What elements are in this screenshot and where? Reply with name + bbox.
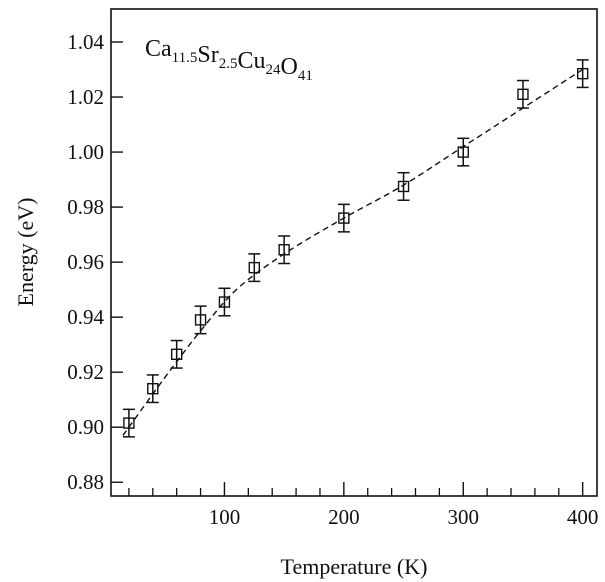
data-point: [516, 79, 529, 109]
compound-formula-label: Ca11.5Sr2.5Cu24O41: [145, 36, 313, 84]
square-marker: [278, 244, 290, 256]
data-point: [218, 287, 231, 317]
y-ticks: 0.88 0.90 0.92 0.94 0.96 0.98 1.00 1.02 1.04: [67, 30, 123, 494]
data-point: [457, 137, 470, 167]
data-point: [146, 374, 159, 404]
x-tick-label: 100: [209, 505, 241, 529]
data-point: [170, 339, 183, 369]
formula-element: Cu: [237, 48, 265, 74]
y-tick-label: 1.00: [67, 140, 104, 164]
square-marker: [147, 382, 159, 395]
y-axis-title: Energy (eV): [13, 198, 38, 307]
data-point: [337, 203, 350, 233]
formula-subscript: 41: [298, 68, 313, 84]
formula-subscript: 2.5: [219, 56, 238, 72]
square-marker: [576, 67, 589, 80]
square-marker: [517, 88, 529, 100]
square-marker: [123, 417, 135, 429]
data-point: [248, 253, 261, 283]
y-tick-label: 0.88: [67, 470, 104, 494]
square-marker: [248, 261, 260, 274]
x-axis-title: Temperature (K): [281, 554, 428, 579]
y-tick-label: 1.02: [67, 85, 104, 109]
y-tick-label: 0.92: [67, 360, 104, 384]
square-marker: [457, 146, 469, 158]
square-marker: [338, 212, 350, 224]
formula-element: O: [280, 54, 297, 80]
square-marker: [397, 180, 410, 193]
y-tick-label: 0.96: [67, 250, 104, 274]
y-tick-label: 0.98: [67, 195, 104, 219]
formula-subscript: 24: [265, 62, 281, 78]
x-major-ticks: 100 200 300 400: [209, 482, 599, 529]
formula-element: Ca: [145, 36, 172, 62]
formula-element: Sr: [197, 42, 218, 68]
fit-line: [122, 68, 584, 436]
x-minor-ticks: [128, 488, 560, 496]
y-tick-label: 0.94: [67, 305, 104, 329]
x-tick-label: 200: [328, 505, 360, 529]
x-tick-label: 300: [448, 505, 480, 529]
y-tick-label: 1.04: [67, 30, 104, 54]
data-point: [278, 235, 291, 265]
plot-frame: [110, 8, 598, 497]
data-point: [122, 408, 135, 438]
data-point: [397, 171, 410, 201]
y-tick-label: 0.90: [67, 415, 104, 439]
square-marker: [194, 314, 207, 326]
data-point: [576, 59, 589, 89]
data-points: [122, 59, 589, 438]
square-marker: [218, 296, 231, 308]
formula-subscript: 11.5: [172, 50, 198, 66]
square-marker: [170, 348, 183, 361]
data-point: [194, 305, 207, 335]
x-tick-label: 400: [567, 505, 599, 529]
